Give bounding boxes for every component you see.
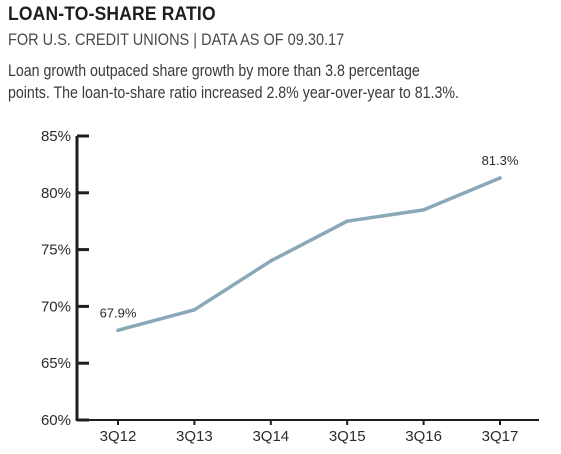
data-point: [192, 308, 197, 312]
x-tick-label: 3Q13: [176, 428, 213, 445]
data-label: 81.3%: [482, 153, 519, 168]
description-line-2: points. The loan-to-share ratio increase…: [8, 84, 459, 102]
description-line-1: Loan growth outpaced share growth by mor…: [8, 62, 420, 80]
data-point: [345, 219, 350, 223]
x-tick-label: 3Q16: [405, 428, 442, 445]
x-tick-label: 3Q14: [252, 428, 289, 445]
chart-subtitle: FOR U.S. CREDIT UNIONS | DATA AS OF 09.3…: [8, 31, 345, 49]
chart-title: LOAN-TO-SHARE RATIO: [8, 4, 216, 25]
data-label: 67.9%: [100, 305, 137, 320]
y-tick-label: 70%: [41, 298, 71, 315]
y-tick-label: 60%: [41, 412, 71, 429]
data-point: [421, 208, 426, 212]
chart-description: Loan growth outpaced share growth by mor…: [8, 60, 541, 104]
y-tick-label: 75%: [41, 242, 71, 259]
data-point: [498, 176, 502, 180]
x-tick-label: 3Q17: [482, 428, 519, 445]
series-line: [116, 176, 502, 333]
y-tick-label: 80%: [41, 185, 71, 202]
x-tick-label: 3Q15: [329, 428, 366, 445]
y-tick-label: 65%: [41, 355, 71, 372]
data-point: [116, 328, 120, 333]
x-tick-label: 3Q12: [100, 428, 137, 445]
y-tick-label: 85%: [41, 128, 71, 145]
data-point: [269, 259, 273, 263]
